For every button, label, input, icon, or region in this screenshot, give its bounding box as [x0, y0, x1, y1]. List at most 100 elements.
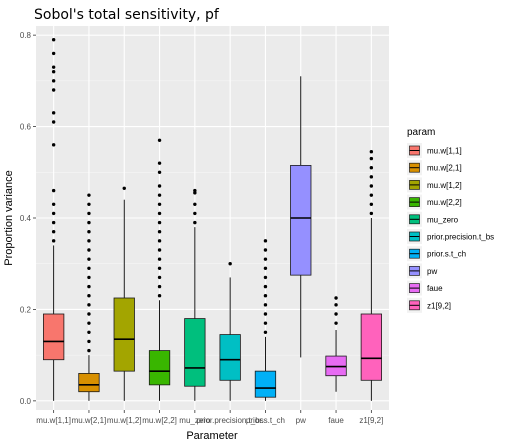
outlier-point	[157, 257, 162, 261]
outlier-point	[157, 248, 162, 252]
legend-label: prior.precision.t_bs	[427, 233, 494, 242]
x-axis: mu.w[1,1] mu.w[2,1] mu.w[1,2] mu.w[2,2] mu_z…	[36, 410, 383, 425]
outlier-point	[51, 143, 56, 147]
outlier-point	[334, 312, 338, 316]
legend-item-faue: faue	[407, 280, 443, 296]
outlier-point	[51, 202, 56, 206]
outlier-point	[87, 303, 91, 307]
box-prior.s.t_ch	[254, 239, 277, 401]
outlier-point	[157, 294, 162, 298]
outlier-point	[157, 211, 162, 216]
box-iqr	[43, 313, 65, 361]
outlier-point	[122, 186, 126, 190]
outlier-point	[334, 296, 338, 300]
outlier-point	[263, 266, 268, 270]
box-iqr	[113, 297, 135, 372]
legend-label: mu.w[1,1]	[427, 147, 462, 156]
outlier-point	[51, 239, 56, 243]
outlier-point	[263, 294, 268, 298]
outlier-point	[51, 70, 56, 74]
outlier-point	[157, 230, 162, 234]
outlier-point	[87, 257, 91, 261]
outlier-point	[51, 51, 56, 56]
outlier-point	[157, 202, 162, 206]
outlier-point	[157, 170, 162, 174]
outlier-point	[157, 239, 162, 243]
x-tick-label: prior.precision.t_bs	[197, 416, 264, 425]
legend-title: param	[407, 127, 435, 138]
outlier-point	[157, 284, 162, 289]
legend-label: faue	[427, 284, 443, 293]
legend-item-mu.w[1,2]: mu.w[1,2]	[407, 177, 462, 193]
chart-title: Sobol's total sensitivity, pf	[34, 7, 220, 23]
outlier-point	[369, 193, 374, 197]
legend-label: mu.w[2,2]	[427, 198, 462, 207]
outlier-point	[51, 188, 56, 193]
outlier-point	[263, 312, 268, 316]
x-tick-label: prior.s.t_ch	[246, 416, 285, 425]
outlier-point	[263, 275, 268, 280]
y-tick-label: 0.2	[20, 305, 32, 314]
legend-item-prior.s.t_ch: prior.s.t_ch	[407, 246, 466, 262]
x-tick-label: faue	[328, 416, 344, 425]
outlier-point	[369, 184, 374, 188]
box-iqr	[360, 313, 382, 381]
box-mu_zero	[184, 188, 206, 401]
outlier-point	[87, 275, 91, 280]
outlier-point	[51, 88, 56, 92]
x-tick-label: mu.w[2,2]	[142, 416, 177, 425]
outlier-point	[157, 161, 162, 165]
outlier-point	[193, 211, 197, 216]
box-iqr	[254, 370, 277, 398]
outlier-point	[193, 220, 197, 225]
outlier-point	[157, 266, 162, 270]
legend-item-prior.precision.t_bs: prior.precision.t_bs	[407, 229, 494, 244]
outlier-point	[87, 321, 91, 325]
box-iqr	[78, 373, 100, 393]
box-mu.w[1,1]	[43, 38, 65, 401]
outlier-point	[263, 248, 268, 252]
outlier-point	[87, 339, 91, 344]
outlier-point	[51, 65, 56, 69]
outlier-point	[263, 303, 268, 307]
outlier-point	[369, 150, 374, 154]
legend-label: mu_zero	[427, 215, 459, 224]
legend: param mu.w[1,1] mu.w[2,1] mu.w[1,2] mu.w[2,…	[407, 127, 494, 313]
legend-item-mu.w[1,1]: mu.w[1,1]	[407, 143, 462, 158]
outlier-point	[369, 156, 374, 161]
outlier-point	[87, 239, 91, 243]
outlier-point	[193, 202, 197, 206]
box-mu.w[2,2]	[148, 138, 171, 401]
y-tick-label: 0.4	[20, 214, 32, 223]
outlier-point	[228, 262, 232, 266]
x-tick-label: mu.w[1,2]	[107, 416, 142, 425]
outlier-point	[263, 257, 268, 261]
legend-item-pw: pw	[407, 263, 437, 279]
outlier-point	[51, 79, 56, 83]
y-tick-label: 0.6	[20, 123, 32, 132]
outlier-point	[369, 175, 374, 179]
outlier-point	[157, 138, 162, 142]
outlier-point	[157, 184, 162, 188]
y-tick-label: 0.0	[20, 397, 32, 406]
outlier-point	[263, 321, 268, 325]
x-tick-label: mu.w[2,1]	[72, 416, 107, 425]
outlier-point	[263, 239, 268, 243]
legend-label: mu.w[1,2]	[427, 181, 462, 190]
legend-item-mu_zero: mu_zero	[407, 211, 459, 227]
box-mu.w[2,1]	[78, 193, 100, 401]
outlier-point	[51, 38, 56, 42]
box-mu.w[1,2]	[113, 186, 135, 401]
legend-item-z1[9,2]: z1[9,2]	[407, 297, 451, 313]
y-axis: 0.0 0.2 0.4 0.6 0.8	[20, 31, 36, 406]
legend-label: prior.s.t_ch	[427, 250, 466, 259]
outlier-point	[87, 266, 91, 270]
outlier-point	[87, 202, 91, 206]
outlier-point	[51, 211, 56, 216]
outlier-point	[369, 211, 374, 216]
outlier-point	[51, 111, 56, 115]
outlier-point	[51, 120, 56, 124]
legend-item-mu.w[2,1]: mu.w[2,1]	[407, 160, 462, 176]
outlier-point	[87, 230, 91, 234]
